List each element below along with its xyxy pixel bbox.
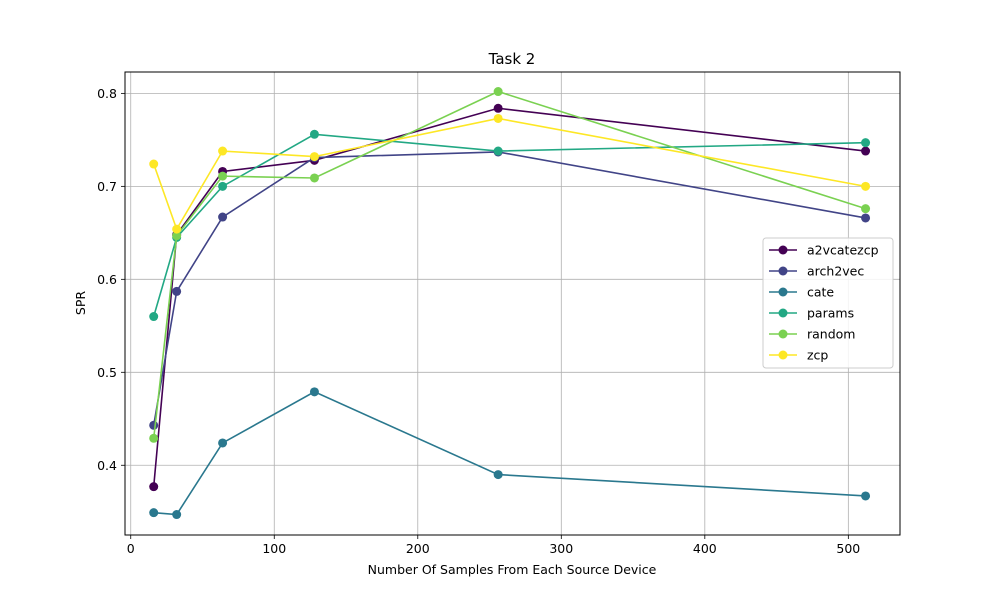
series-line	[152, 90, 866, 439]
y-tick-label: 0.5	[97, 365, 117, 380]
data-point	[172, 286, 182, 296]
y-tick-label: 0.4	[97, 458, 117, 473]
x-tick-label: 500	[836, 541, 860, 556]
y-tick-label: 0.7	[97, 179, 117, 194]
data-point	[493, 103, 503, 113]
legend-label: a2vcatezcp	[807, 243, 879, 258]
series-line	[152, 107, 866, 487]
legend-marker	[778, 245, 788, 255]
legend-label: zcp	[807, 348, 828, 363]
data-point	[218, 146, 228, 156]
data-point	[218, 171, 228, 181]
data-point	[861, 181, 871, 191]
data-point	[493, 470, 503, 480]
series-zcp	[149, 113, 871, 234]
x-tick-label: 300	[549, 541, 573, 556]
x-tick-label: 100	[262, 541, 286, 556]
data-point	[309, 173, 319, 183]
data-point	[861, 213, 871, 223]
data-point	[149, 159, 159, 169]
data-point	[861, 146, 871, 156]
x-tick-label: 0	[127, 541, 135, 556]
legend-marker	[778, 287, 788, 297]
data-point	[149, 482, 159, 492]
legend-item: random	[769, 327, 855, 342]
data-point	[309, 387, 319, 397]
data-point	[309, 152, 319, 162]
y-tick-label: 0.6	[97, 272, 117, 287]
legend-label: params	[807, 306, 854, 321]
x-tick-label: 200	[406, 541, 430, 556]
data-point	[149, 508, 159, 518]
data-point	[861, 491, 871, 501]
data-point	[149, 433, 159, 443]
series-line	[152, 117, 866, 232]
legend-marker	[778, 350, 788, 360]
data-point	[493, 146, 503, 156]
data-point	[149, 420, 159, 430]
legend: a2vcatezcp arch2vec cate params random zcp	[762, 237, 894, 369]
series-random	[149, 87, 871, 443]
data-point	[172, 510, 182, 520]
legend-marker	[778, 329, 788, 339]
y-tick-label: 0.8	[97, 86, 117, 101]
series-cate	[149, 387, 871, 520]
legend-item: params	[769, 306, 854, 321]
data-point	[218, 438, 228, 448]
data-point	[172, 231, 182, 241]
legend-marker	[778, 266, 788, 276]
data-point	[309, 129, 319, 139]
data-point	[861, 138, 871, 148]
legend-item: zcp	[769, 348, 828, 363]
legend-label: random	[807, 327, 855, 342]
series-line	[152, 151, 866, 426]
grid	[125, 72, 900, 535]
data-point	[493, 113, 503, 123]
legend-item: a2vcatezcp	[769, 243, 879, 258]
legend-label: cate	[807, 285, 834, 300]
x-axis-label: Number Of Samples From Each Source Devic…	[368, 562, 657, 577]
data-point	[861, 204, 871, 214]
legend-label: arch2vec	[807, 264, 864, 279]
chart-title: Task 2	[488, 50, 536, 68]
data-point	[218, 181, 228, 191]
legend-item: arch2vec	[769, 264, 864, 279]
series-group	[149, 87, 871, 520]
data-point	[493, 87, 503, 97]
legend-item: cate	[769, 285, 834, 300]
data-point	[218, 212, 228, 222]
legend-marker	[778, 308, 788, 318]
series-line	[152, 133, 866, 317]
y-axis-label: SPR	[73, 291, 88, 315]
data-point	[149, 312, 159, 322]
x-tick-label: 400	[693, 541, 717, 556]
ticks: 0 100 200 300 400 500 0.4 0.5 0.6 0.7 0.8	[97, 86, 860, 556]
plot-frame	[124, 71, 901, 536]
data-point	[172, 224, 182, 234]
